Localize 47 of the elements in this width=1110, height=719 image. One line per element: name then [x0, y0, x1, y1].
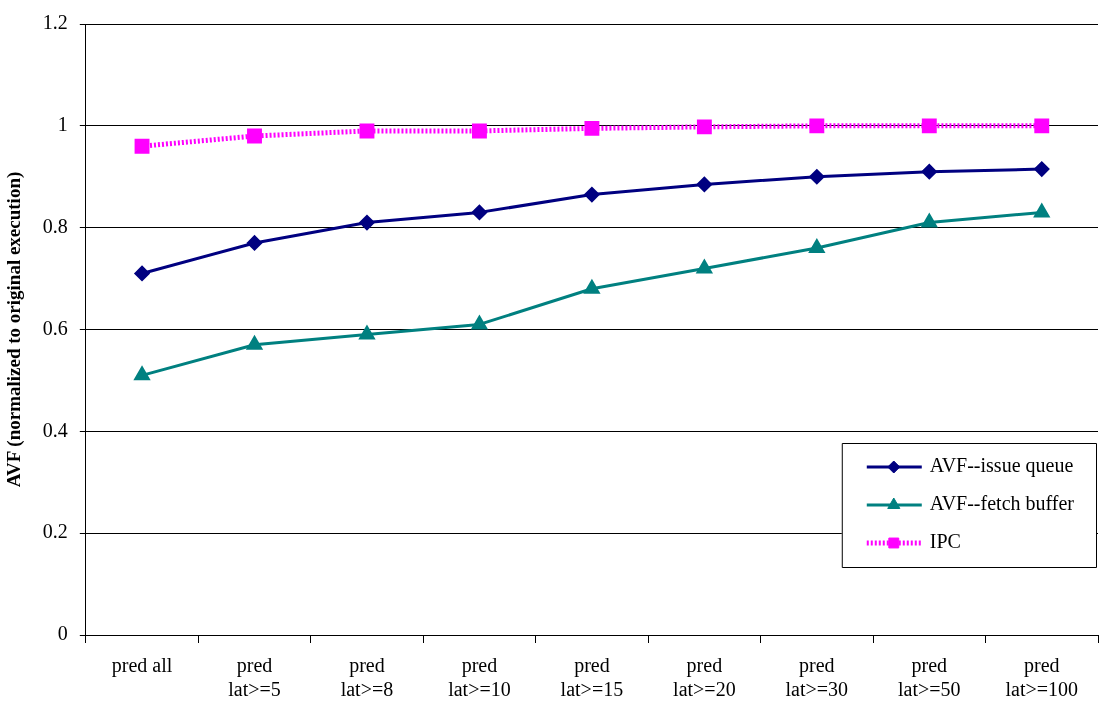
point: [359, 215, 375, 231]
point: [247, 235, 262, 251]
point: [247, 128, 262, 144]
point: [696, 259, 712, 274]
y-tick-label: 0.6: [42, 316, 68, 339]
x-tick-label: pred lat>=20: [673, 654, 736, 701]
point: [246, 336, 263, 350]
point: [134, 366, 150, 381]
point: [809, 169, 825, 185]
x-tick-label: pred lat>=50: [898, 654, 961, 701]
point: [921, 118, 937, 134]
point: [809, 118, 825, 134]
point: [1034, 203, 1050, 218]
point: [134, 138, 150, 154]
y-axis-title: AVF (normalized to original execution): [3, 171, 26, 488]
legend-label: AVF--issue queue: [929, 454, 1074, 478]
y-tick-label: 0: [57, 622, 68, 645]
x-tick-label: pred lat>=15: [560, 654, 624, 701]
point: [696, 119, 712, 135]
y-tick-label: 0.2: [42, 520, 68, 543]
legend-label: IPC: [929, 530, 961, 553]
y-tick-label: 1: [57, 113, 68, 136]
point: [359, 326, 375, 340]
point: [921, 164, 937, 180]
point: [471, 123, 487, 139]
point: [1034, 118, 1050, 134]
point: [809, 239, 825, 254]
x-tick-label: pred lat>=30: [785, 654, 849, 701]
y-tick-label: 0.4: [42, 418, 68, 441]
point: [1034, 161, 1050, 177]
x-tick-label: pred lat>=100: [1005, 654, 1079, 701]
y-tick-label: 1.2: [42, 11, 68, 34]
point: [471, 204, 487, 220]
point: [584, 120, 600, 136]
point: [134, 265, 150, 281]
y-tick-label: 0.8: [42, 214, 68, 237]
x-tick-label: pred lat>=8: [340, 654, 394, 701]
point: [584, 280, 600, 294]
x-tick-label: pred lat>=5: [228, 654, 281, 701]
point: [359, 123, 375, 139]
point: [696, 176, 712, 192]
x-tick-label: pred lat>=10: [448, 654, 511, 701]
point: [471, 315, 487, 330]
legend-label: AVF--fetch buffer: [929, 492, 1075, 515]
point: [584, 187, 600, 203]
point: [921, 214, 937, 228]
x-tick-label: pred all: [111, 654, 173, 678]
